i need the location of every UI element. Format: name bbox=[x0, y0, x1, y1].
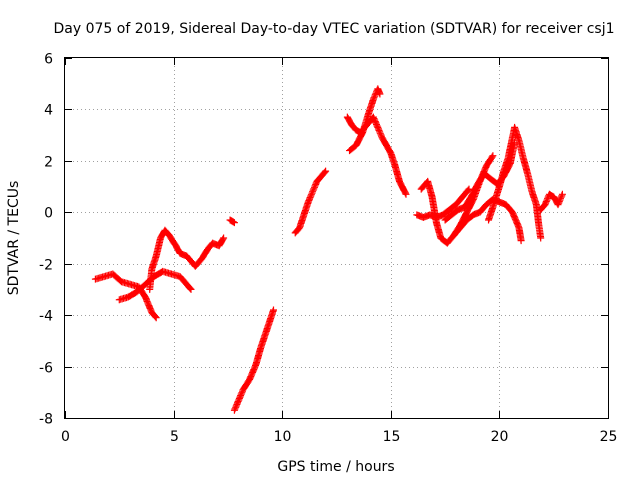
y-tick-label: -8 bbox=[39, 412, 53, 428]
series-arc-6 bbox=[291, 167, 330, 237]
data-point-markers bbox=[146, 226, 228, 293]
y-tick-label: -4 bbox=[39, 309, 53, 325]
chart-title: Day 075 of 2019, Sidereal Day-to-day VTE… bbox=[53, 21, 614, 37]
series-arc-13 bbox=[485, 123, 545, 242]
data-point-markers bbox=[91, 270, 160, 322]
data-point-markers bbox=[485, 123, 545, 242]
series-arc-8 bbox=[346, 85, 384, 155]
data-point-markers bbox=[537, 190, 566, 214]
series-arc-5 bbox=[230, 306, 277, 414]
series-arc-1 bbox=[91, 270, 160, 322]
x-tick-label: 10 bbox=[274, 429, 292, 445]
data-point-markers bbox=[346, 85, 384, 155]
x-tick-label: 15 bbox=[383, 429, 401, 445]
plot-frame bbox=[64, 57, 609, 419]
y-tick-label: 2 bbox=[44, 155, 53, 171]
series-arc-14 bbox=[537, 190, 566, 214]
y-axis-label: SDTVAR / TECUs bbox=[6, 181, 22, 296]
y-tick-label: 4 bbox=[44, 103, 53, 119]
y-tick-label: 6 bbox=[44, 52, 53, 68]
series-arc-7 bbox=[343, 113, 410, 198]
series-arc-3 bbox=[146, 226, 228, 293]
x-tick-label: 0 bbox=[61, 429, 70, 445]
y-tick-label: 0 bbox=[44, 206, 53, 222]
data-point-markers bbox=[343, 113, 410, 198]
x-tick-label: 25 bbox=[600, 429, 618, 445]
x-tick-label: 20 bbox=[491, 429, 509, 445]
axis-ticks: 0 5 10 15 20 25 -8 -6 -4 -2 0 2 4 6 bbox=[39, 52, 617, 446]
x-tick-label: 5 bbox=[170, 429, 179, 445]
y-tick-label: -2 bbox=[39, 258, 53, 274]
data-point-markers bbox=[291, 167, 330, 237]
data-point-markers bbox=[226, 216, 238, 227]
x-axis-label: GPS time / hours bbox=[277, 459, 394, 475]
grid-lines bbox=[65, 58, 608, 418]
series-arc-4 bbox=[226, 216, 238, 227]
data-points bbox=[91, 85, 566, 414]
y-tick-label: -6 bbox=[39, 361, 53, 377]
data-point-markers bbox=[230, 306, 277, 414]
